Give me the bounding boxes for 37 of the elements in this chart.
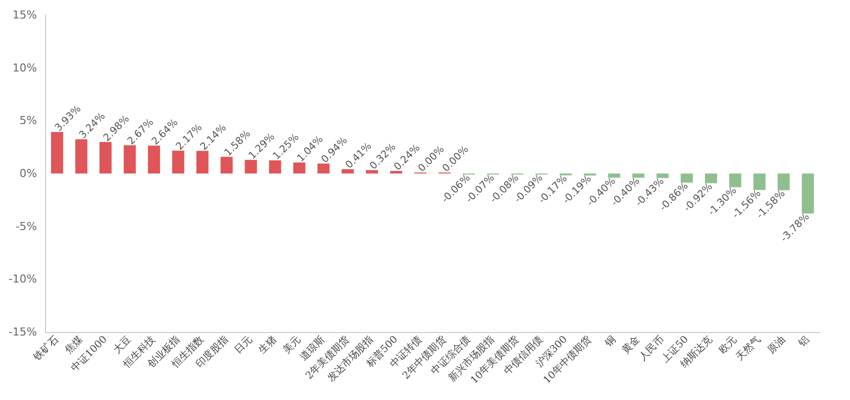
bar bbox=[75, 139, 88, 174]
bar bbox=[366, 170, 378, 174]
x-tick-label: 铝 bbox=[796, 334, 812, 350]
bar bbox=[802, 174, 814, 214]
bar bbox=[124, 145, 136, 174]
bar bbox=[220, 156, 233, 174]
bar bbox=[244, 160, 257, 174]
bar bbox=[269, 160, 282, 174]
bar bbox=[51, 132, 64, 174]
bar bbox=[680, 174, 693, 183]
x-tick-label: 生猪 bbox=[256, 333, 279, 356]
bar bbox=[704, 174, 718, 184]
bar bbox=[99, 142, 112, 174]
y-tick-label: -15% bbox=[8, 326, 37, 338]
bar bbox=[148, 146, 160, 174]
bar bbox=[196, 150, 208, 174]
y-tick-label: -10% bbox=[8, 272, 37, 286]
x-tick-label: 黄金 bbox=[620, 333, 642, 356]
bar bbox=[342, 169, 354, 174]
bar bbox=[778, 174, 790, 190]
y-tick-label: 15% bbox=[12, 8, 37, 22]
y-tick-label: -5% bbox=[16, 220, 37, 233]
bar bbox=[293, 162, 306, 174]
bar bbox=[608, 174, 620, 178]
y-tick-label: 0% bbox=[20, 167, 37, 180]
bar bbox=[656, 174, 669, 178]
y-tick-label: 10% bbox=[12, 61, 37, 74]
bar bbox=[753, 174, 766, 190]
bar bbox=[729, 174, 742, 188]
x-tick-label: 铜 bbox=[602, 334, 618, 350]
bar bbox=[172, 150, 184, 174]
y-tick-label: 5% bbox=[20, 114, 37, 128]
bar bbox=[390, 170, 402, 174]
x-tick-label: 日元 bbox=[232, 334, 255, 356]
bar bbox=[317, 164, 330, 174]
bar bbox=[632, 174, 644, 178]
x-tick-label: 原油 bbox=[764, 333, 788, 356]
